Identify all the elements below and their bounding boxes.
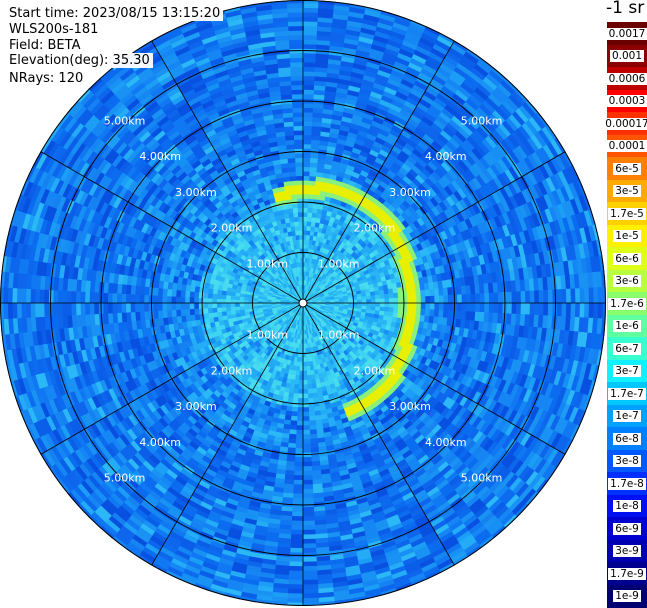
heatmap-cell	[543, 485, 557, 502]
heatmap-cell	[428, 578, 446, 590]
heatmap-cell	[578, 429, 590, 447]
heatmap-cell	[592, 190, 603, 208]
heatmap-cell	[578, 160, 590, 178]
heatmap-cell	[597, 206, 607, 224]
heatmap-cell	[118, 553, 135, 567]
heatmap-cell	[553, 118, 567, 135]
heatmap-cell	[471, 553, 488, 567]
heatmap-cell	[522, 81, 538, 97]
heatmap-cell	[383, 0, 401, 9]
heatmap-cell	[221, 601, 239, 607]
heatmap-cell	[521, 510, 536, 526]
heatmap-cell	[498, 59, 514, 74]
heatmap-cell	[399, 4, 417, 15]
heatmap-cell	[533, 93, 548, 109]
heatmap-cell	[398, 592, 416, 603]
heatmap-cell	[543, 105, 557, 122]
heatmap-cell	[160, 578, 178, 590]
heatmap-cell	[175, 585, 193, 596]
heatmap-cell	[351, 0, 369, 1]
heatmap-cell	[414, 10, 432, 21]
heatmap-cell	[484, 543, 501, 557]
heatmap-cell	[458, 31, 475, 44]
heatmap-cell	[429, 16, 447, 28]
heatmap-cell	[367, 0, 385, 5]
heatmap-cell	[585, 175, 596, 193]
heatmap-cell	[254, 604, 271, 607]
heatmap-cell	[562, 458, 575, 475]
heatmap-cell	[457, 562, 474, 575]
heatmap-cell	[570, 443, 583, 461]
heatmap-cell	[585, 414, 596, 432]
heatmap-cell	[413, 585, 431, 596]
heatmap-cell	[485, 49, 502, 63]
heatmap-cell	[205, 597, 223, 607]
heatmap-cell	[382, 597, 400, 607]
heatmap-cell	[131, 562, 148, 575]
heatmap-cell	[591, 399, 602, 417]
heatmap-cell	[497, 533, 513, 548]
heatmap-cell	[571, 146, 584, 164]
heatmap-cell	[553, 471, 567, 488]
heatmap-cell	[510, 70, 526, 85]
heatmap-cell	[509, 522, 525, 538]
heatmap-cell	[145, 570, 163, 583]
heatmap-cell	[190, 591, 208, 602]
heatmap-cell	[367, 602, 385, 608]
heatmap-cell	[562, 132, 575, 149]
heatmap-cell	[443, 571, 461, 584]
heatmap-cell	[532, 498, 547, 514]
heatmap-cell	[471, 40, 488, 54]
heatmap-cell	[597, 383, 607, 401]
heatmap-cell	[443, 23, 461, 36]
